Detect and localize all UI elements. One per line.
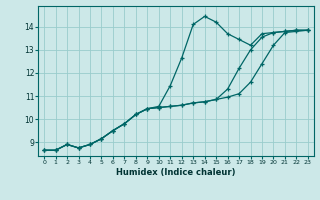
X-axis label: Humidex (Indice chaleur): Humidex (Indice chaleur) xyxy=(116,168,236,177)
